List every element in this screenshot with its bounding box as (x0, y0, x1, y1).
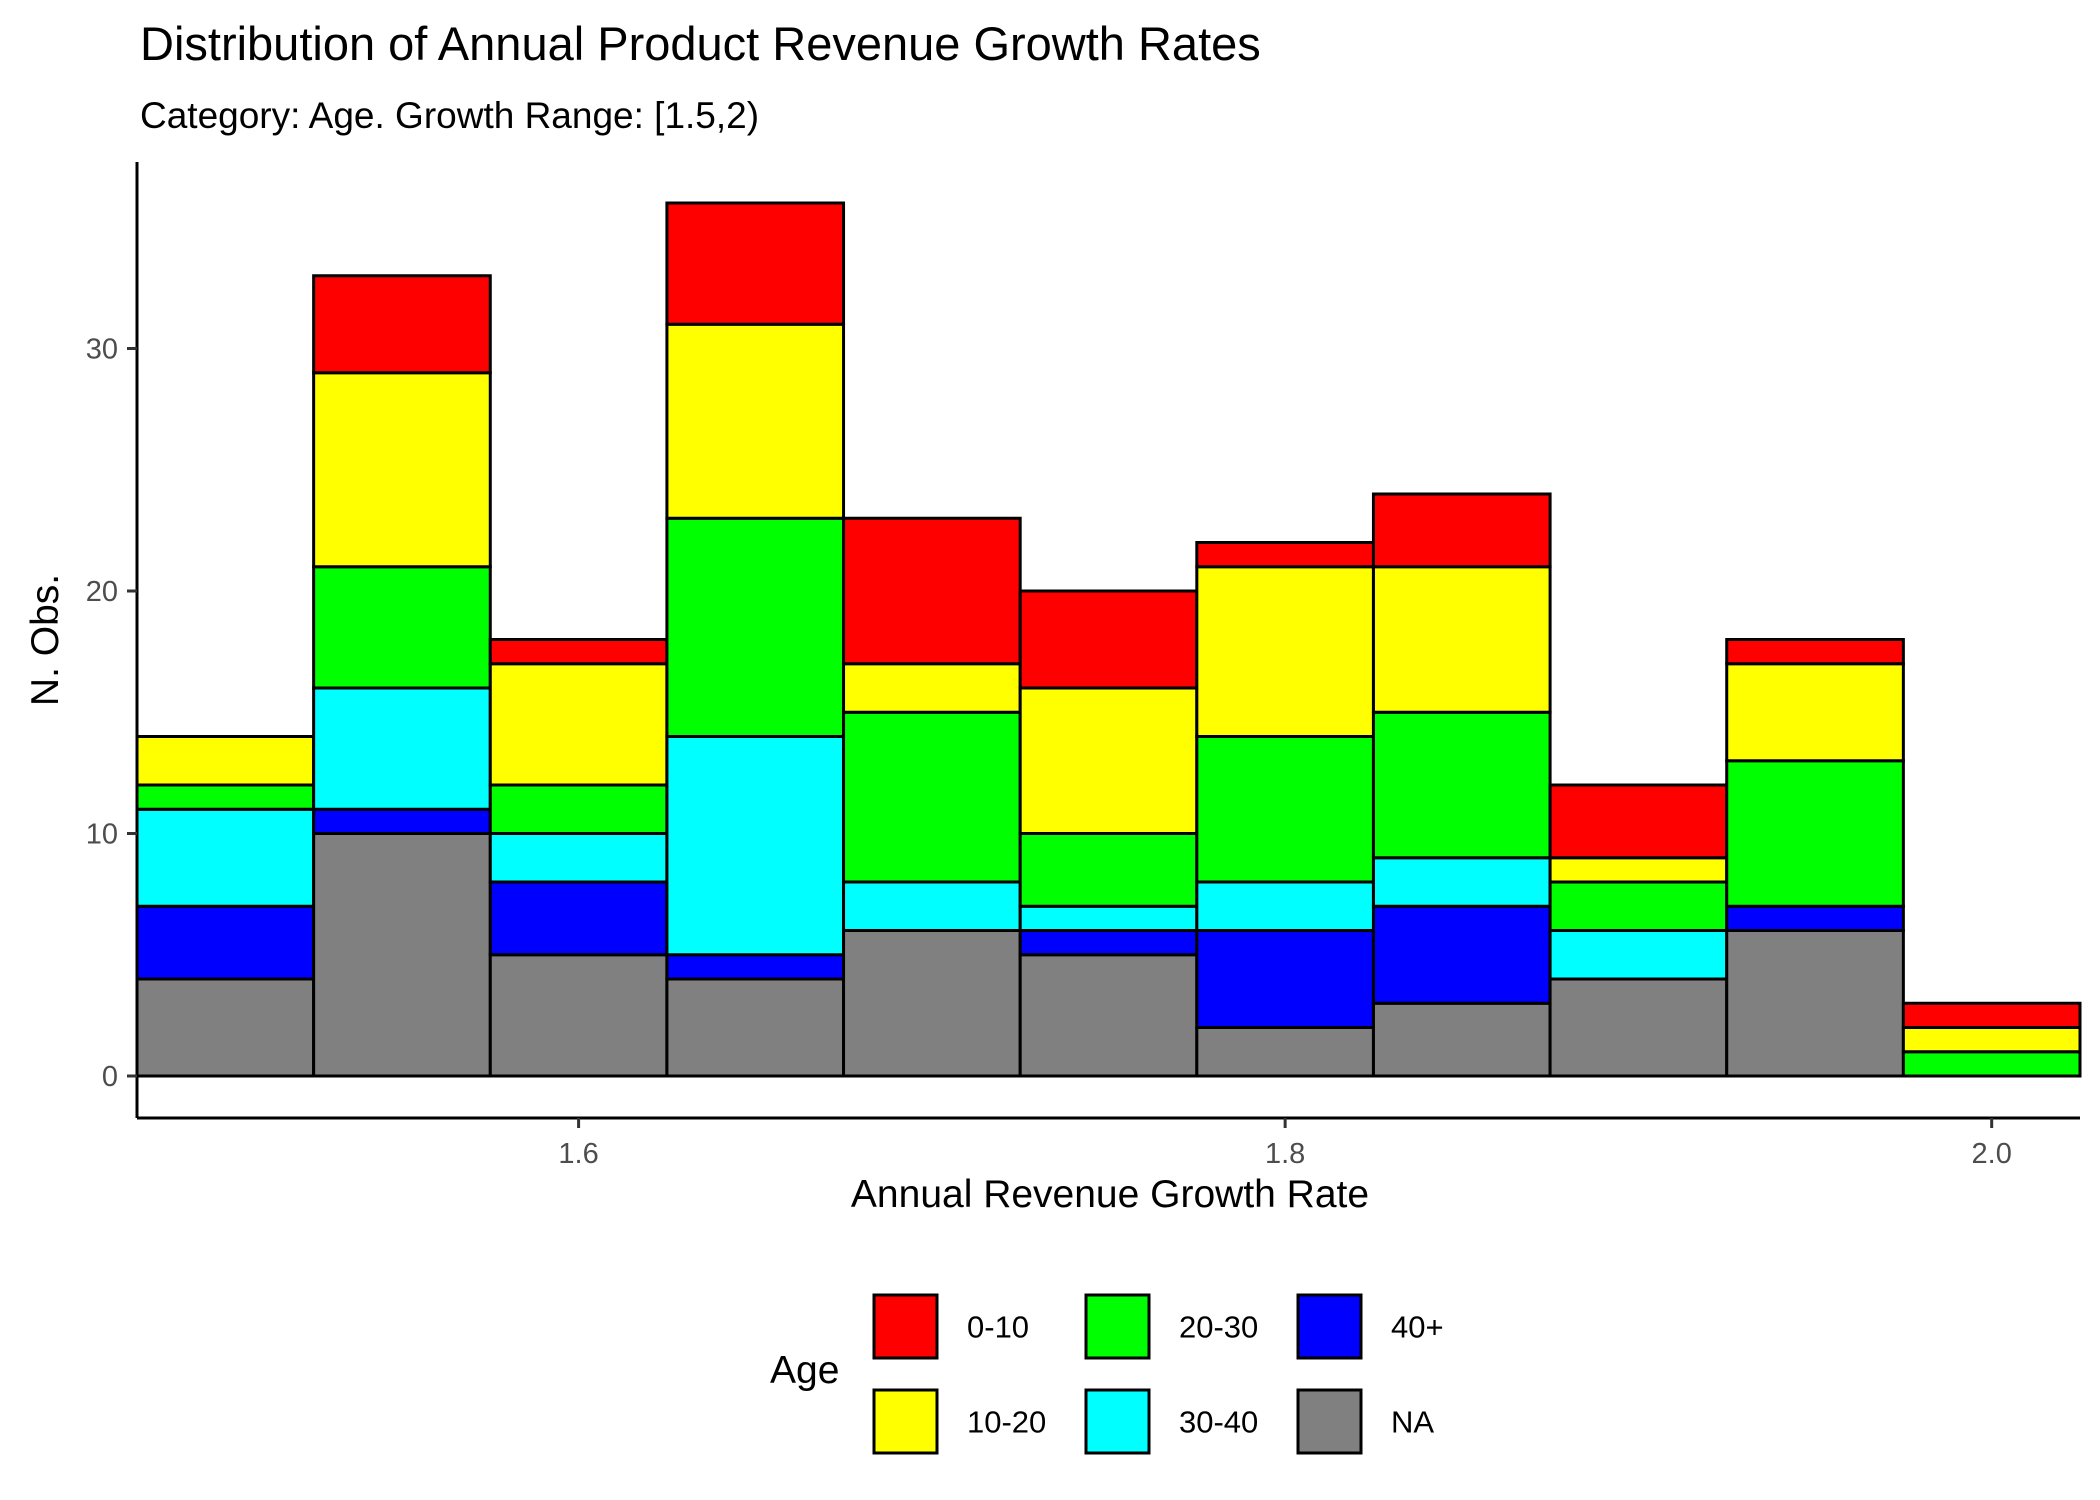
bar-segment (665, 516, 846, 738)
x-axis-ticks: 1.6 1.8 2.0 (558, 1118, 2012, 1170)
bar-segment (1371, 710, 1552, 860)
x-tick-label: 1.8 (1265, 1138, 1305, 1170)
bar-segment (1018, 686, 1199, 835)
bar-segment (1371, 1001, 1552, 1078)
legend-key (872, 1388, 939, 1455)
bar-segment (1901, 1026, 2082, 1054)
y-tick-label: 0 (102, 1061, 118, 1093)
legend-label: 30-40 (1179, 1405, 1258, 1440)
bar-segment (1195, 929, 1375, 1029)
legend: Age 0-10 10-20 20-30 30-40 40+ NA (770, 1293, 1444, 1455)
y-tick-label: 30 (86, 334, 118, 366)
bar-segment (1548, 880, 1729, 932)
legend-key (872, 1293, 939, 1360)
bar-segment (1195, 1026, 1375, 1078)
bar-segment (1018, 953, 1199, 1078)
bar-segment (135, 807, 316, 908)
bar-segment (312, 274, 492, 375)
bar-segment (1371, 565, 1552, 714)
bar-segment (665, 735, 846, 957)
legend-title: Age (770, 1349, 839, 1392)
bar-segment (312, 807, 492, 835)
bar-segment (488, 783, 669, 835)
legend-label: 40+ (1391, 1310, 1444, 1345)
bar-segment (842, 929, 1022, 1078)
bar-segment (1725, 662, 1905, 763)
bar-segment (842, 710, 1022, 884)
legend-label: 10-20 (967, 1405, 1046, 1440)
bar-segment (1018, 929, 1199, 957)
bar-segment (1548, 929, 1729, 981)
bar-segment (1371, 492, 1552, 569)
bar-segment (665, 953, 846, 981)
bar-segment (488, 880, 669, 957)
bar-segment (1195, 565, 1375, 738)
legend-label: 20-30 (1179, 1310, 1258, 1345)
bar-segment (135, 977, 316, 1078)
bar-segment (842, 516, 1022, 666)
bar-segment (135, 783, 316, 811)
bar-segment (665, 201, 846, 326)
legend-label: NA (1391, 1405, 1434, 1440)
bar-segment (312, 686, 492, 811)
bar-segment (135, 904, 316, 981)
bar-segment (665, 977, 846, 1078)
bar-segment (1195, 880, 1375, 932)
bar-segment (1725, 638, 1905, 666)
y-tick-label: 20 (86, 576, 118, 608)
legend-key (1084, 1388, 1151, 1455)
bar-segment (488, 638, 669, 666)
legend-key (1296, 1388, 1363, 1455)
bar-segment (1725, 904, 1905, 932)
bar-segment (1195, 541, 1375, 569)
bar-segment (1725, 759, 1905, 908)
x-axis-label: Annual Revenue Growth Rate (851, 1173, 1369, 1216)
x-tick-label: 2.0 (1972, 1138, 2012, 1170)
y-axis-ticks: 0 10 20 30 (86, 334, 137, 1093)
bar-segment (842, 662, 1022, 714)
bar-segment (1018, 904, 1199, 932)
chart-subtitle: Category: Age. Growth Range: [1.5,2) (140, 95, 759, 136)
legend-key (1296, 1293, 1363, 1360)
bar-segment (135, 735, 316, 787)
bar-segment (1018, 589, 1199, 690)
chart-title: Distribution of Annual Product Revenue G… (140, 17, 1261, 70)
bar-segment (1018, 832, 1199, 908)
bar-segment (488, 662, 669, 787)
bar-segment (488, 832, 669, 884)
legend-key (1084, 1293, 1151, 1360)
bars-layer (135, 201, 2082, 1078)
bar-segment (1195, 735, 1375, 884)
bar-segment (312, 832, 492, 1078)
bar-segment (1548, 783, 1729, 860)
legend-label: 0-10 (967, 1310, 1029, 1345)
bar-segment (1901, 1001, 2082, 1029)
bar-segment (1725, 929, 1905, 1078)
bar-segment (1371, 856, 1552, 908)
bar-segment (665, 322, 846, 520)
y-tick-label: 10 (86, 819, 118, 851)
bar-segment (1901, 1050, 2082, 1078)
bar-segment (312, 565, 492, 690)
bar-segment (842, 880, 1022, 932)
y-axis-label: N. Obs. (24, 574, 67, 706)
bar-segment (312, 371, 492, 569)
bar-segment (488, 953, 669, 1078)
x-tick-label: 1.6 (558, 1138, 598, 1170)
bar-segment (1371, 904, 1552, 1005)
bar-segment (1548, 977, 1729, 1078)
bar-segment (1548, 856, 1729, 884)
